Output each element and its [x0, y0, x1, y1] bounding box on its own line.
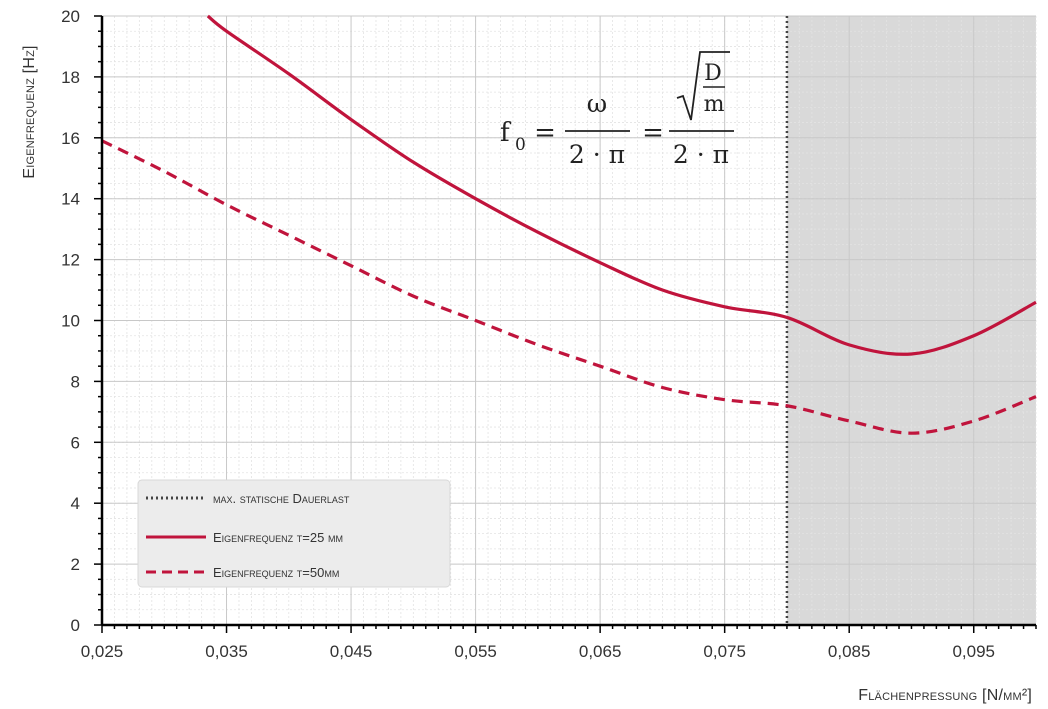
legend-box: [137, 479, 451, 588]
y-tick-label: 6: [71, 433, 80, 452]
x-tick-label: 0,025: [81, 642, 124, 661]
formula-D: D: [704, 61, 722, 86]
y-tick-label: 0: [71, 616, 80, 635]
formula: f 0 = ω 2 · π = D m 2 · π: [500, 51, 734, 169]
formula-subscript: 0: [515, 135, 526, 155]
x-tick-label: 0,035: [205, 642, 248, 661]
formula-equals-1: =: [534, 118, 556, 148]
x-axis-title: Flächenpressung [N/mm²]: [858, 687, 1032, 704]
y-axis-title: Eigenfrequenz [Hz]: [21, 45, 38, 178]
y-tick-label: 10: [61, 312, 80, 331]
y-tick-label: 4: [71, 494, 80, 513]
series-line-t25: [206, 14, 1037, 356]
legend-label-t25: Eigenfrequenz t=25 mm: [213, 530, 343, 545]
x-tick-label: 0,075: [703, 642, 746, 661]
legend-label-static-load: max. statische Dauerlast: [213, 491, 350, 506]
y-tick-label: 20: [61, 7, 80, 26]
formula-equals-2: =: [642, 118, 664, 148]
y-tick-label: 18: [61, 68, 80, 87]
legend-label-t50: Eigenfrequenz t=50mm: [213, 565, 339, 580]
x-tick-label: 0,055: [454, 642, 497, 661]
formula-omega: ω: [587, 89, 607, 118]
y-tick-label: 12: [61, 251, 80, 270]
legend: max. statische Dauerlast Eigenfrequenz t…: [137, 479, 451, 588]
formula-f: f: [500, 118, 512, 148]
y-tick-label: 2: [71, 555, 80, 574]
x-tick-label: 0,045: [330, 642, 373, 661]
x-tick-labels: 0,025 0,035 0,045 0,055 0,065 0,075 0,085 0,095: [81, 642, 995, 661]
sqrt-icon: [676, 51, 730, 121]
series-layer: [101, 14, 1037, 435]
y-tick-label: 14: [61, 190, 80, 209]
x-tick-label: 0,095: [952, 642, 995, 661]
formula-m: m: [704, 92, 725, 117]
x-tick-label: 0,085: [828, 642, 871, 661]
series-line-t50: [101, 139, 1037, 435]
formula-denominator-1: 2 · π: [569, 140, 625, 169]
y-tick-labels: 0 2 4 6 8 10 12 14 16 18 20: [61, 7, 80, 635]
y-tick-label: 8: [71, 372, 80, 391]
y-tick-label: 16: [61, 129, 80, 148]
x-tick-label: 0,065: [579, 642, 622, 661]
formula-denominator-2: 2 · π: [673, 140, 729, 169]
axes: [94, 15, 1037, 633]
